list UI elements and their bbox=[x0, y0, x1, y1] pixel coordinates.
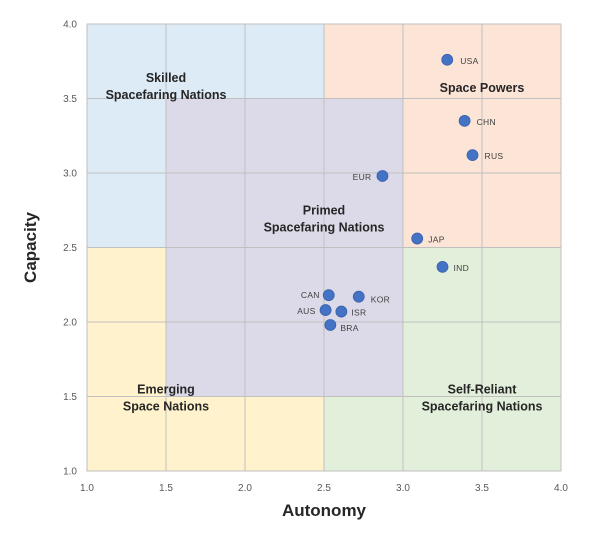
point-label-jap: JAP bbox=[428, 235, 445, 245]
x-tick-label: 4.0 bbox=[554, 483, 568, 494]
region-label-primed: Spacefaring Nations bbox=[264, 221, 385, 235]
point-label-kor: KOR bbox=[371, 295, 390, 305]
region-label-emerging: Space Nations bbox=[123, 399, 209, 413]
region-label-emerging: Emerging bbox=[137, 382, 195, 396]
x-tick-label: 2.5 bbox=[317, 483, 331, 494]
x-tick-label: 3.5 bbox=[475, 483, 489, 494]
y-tick-label: 3.5 bbox=[63, 94, 77, 105]
tick-labels: 1.0 1.5 2.0 2.5 3.0 3.5 4.0 1.0 1.5 2.0 2.5 3.0 3.5 4… bbox=[63, 20, 568, 495]
data-point-kor bbox=[352, 290, 365, 303]
point-label-eur: EUR bbox=[353, 172, 372, 182]
point-label-can: CAN bbox=[301, 290, 320, 300]
data-point-can bbox=[322, 289, 335, 302]
point-label-bra: BRA bbox=[340, 323, 358, 333]
point-label-chn: CHN bbox=[477, 117, 496, 127]
point-label-rus: RUS bbox=[485, 151, 504, 161]
region-label-self-reliant: Self-Reliant bbox=[448, 382, 518, 396]
data-points: USA CHN RUS EUR JAP IND CAN KOR AUS ISR BRA bbox=[297, 53, 504, 333]
x-tick-label: 1.5 bbox=[159, 483, 173, 494]
region-label-skilled: Skilled bbox=[146, 71, 186, 85]
data-point-jap bbox=[411, 232, 424, 245]
data-point-aus bbox=[319, 304, 332, 316]
region-labels: Skilled Spacefaring Nations Space Powers Pr… bbox=[106, 71, 543, 413]
data-point-eur bbox=[376, 170, 389, 182]
y-tick-label: 2.0 bbox=[63, 318, 77, 329]
region-label-primed: Primed bbox=[303, 204, 345, 218]
point-label-aus: AUS bbox=[297, 306, 315, 316]
data-point-ind bbox=[436, 260, 449, 273]
x-axis-title: Autonomy bbox=[282, 501, 367, 520]
y-tick-label: 4.0 bbox=[63, 20, 77, 31]
data-point-usa bbox=[441, 53, 454, 66]
y-tick-label: 3.0 bbox=[63, 169, 77, 180]
y-tick-label: 1.5 bbox=[63, 392, 77, 403]
point-label-isr: ISR bbox=[351, 308, 366, 318]
x-tick-label: 2.0 bbox=[238, 483, 252, 494]
data-point-rus bbox=[466, 149, 479, 162]
region-label-self-reliant: Spacefaring Nations bbox=[422, 399, 543, 413]
data-point-bra bbox=[324, 319, 337, 331]
plot-border bbox=[86, 23, 562, 472]
x-tick-label: 1.0 bbox=[80, 483, 94, 494]
data-point-isr bbox=[335, 305, 348, 318]
point-label-ind: IND bbox=[454, 263, 470, 273]
y-tick-label: 2.5 bbox=[63, 243, 77, 254]
region-label-skilled: Spacefaring Nations bbox=[106, 88, 227, 102]
data-point-chn bbox=[458, 114, 471, 127]
y-axis-title: Capacity bbox=[21, 212, 40, 283]
point-label-usa: USA bbox=[460, 56, 478, 66]
region-label-space-powers: Space Powers bbox=[440, 81, 525, 95]
y-tick-label: 1.0 bbox=[63, 467, 77, 478]
x-tick-label: 3.0 bbox=[396, 483, 410, 494]
gridlines bbox=[86, 23, 562, 472]
